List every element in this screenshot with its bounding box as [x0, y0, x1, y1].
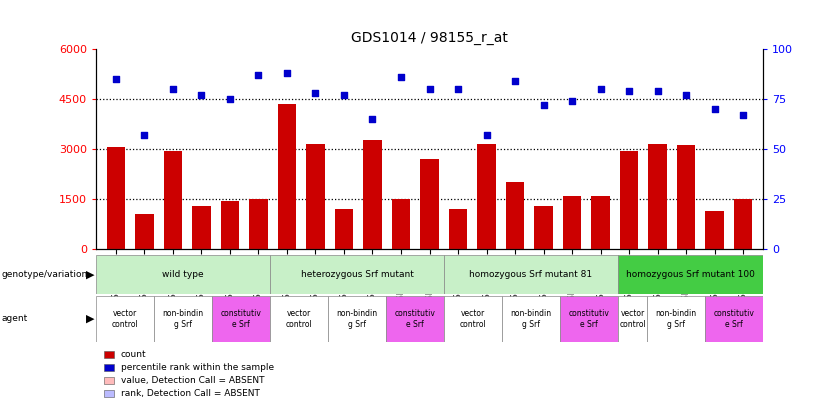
Text: vector
control: vector control: [285, 309, 313, 328]
Text: constitutiv
e Srf: constitutiv e Srf: [394, 309, 435, 328]
Text: wild type: wild type: [162, 270, 203, 279]
Bar: [648, 144, 667, 249]
Point: [651, 87, 665, 94]
Text: vector
control: vector control: [460, 309, 486, 328]
Bar: [677, 145, 696, 249]
Bar: [249, 199, 268, 249]
Text: rank, Detection Call = ABSENT: rank, Detection Call = ABSENT: [121, 389, 260, 398]
Bar: [192, 206, 211, 249]
Text: agent: agent: [2, 314, 28, 324]
Text: heterozygous Srf mutant: heterozygous Srf mutant: [300, 270, 414, 279]
Bar: [502, 296, 560, 342]
Point: [394, 73, 408, 80]
Text: count: count: [121, 350, 147, 359]
Point: [109, 75, 123, 82]
Bar: [328, 296, 386, 342]
Text: non-bindin
g Srf: non-bindin g Srf: [163, 309, 203, 328]
Bar: [705, 296, 763, 342]
Bar: [444, 296, 502, 342]
Bar: [270, 296, 328, 342]
Text: constitutiv
e Srf: constitutiv e Srf: [569, 309, 610, 328]
Title: GDS1014 / 98155_r_at: GDS1014 / 98155_r_at: [351, 31, 508, 45]
Point: [280, 69, 294, 76]
Point: [480, 132, 493, 138]
Bar: [270, 255, 444, 294]
Text: non-bindin
g Srf: non-bindin g Srf: [336, 309, 378, 328]
Bar: [618, 296, 647, 342]
Bar: [212, 296, 270, 342]
Text: vector
control: vector control: [619, 309, 646, 328]
Bar: [420, 159, 439, 249]
Bar: [96, 296, 154, 342]
Bar: [107, 147, 125, 249]
Bar: [591, 196, 610, 249]
Bar: [560, 296, 618, 342]
Bar: [392, 199, 410, 249]
Bar: [647, 296, 705, 342]
Point: [252, 71, 265, 78]
Point: [423, 85, 436, 92]
Bar: [535, 206, 553, 249]
Point: [509, 77, 522, 84]
Bar: [278, 104, 296, 249]
Point: [309, 90, 322, 96]
Bar: [505, 182, 525, 249]
Text: homozygous Srf mutant 100: homozygous Srf mutant 100: [626, 270, 755, 279]
Point: [594, 85, 607, 92]
Point: [622, 87, 636, 94]
Bar: [477, 144, 495, 249]
Text: homozygous Srf mutant 81: homozygous Srf mutant 81: [470, 270, 593, 279]
Text: value, Detection Call = ABSENT: value, Detection Call = ABSENT: [121, 376, 264, 385]
Point: [337, 92, 350, 98]
Point: [565, 98, 579, 104]
Text: genotype/variation: genotype/variation: [2, 270, 88, 279]
Bar: [706, 211, 724, 249]
Bar: [449, 209, 467, 249]
Point: [166, 85, 179, 92]
Point: [194, 92, 208, 98]
Text: non-bindin
g Srf: non-bindin g Srf: [656, 309, 696, 328]
Text: ▶: ▶: [86, 314, 94, 324]
Point: [224, 96, 237, 102]
Text: non-bindin
g Srf: non-bindin g Srf: [510, 309, 551, 328]
Text: constitutiv
e Srf: constitutiv e Srf: [220, 309, 261, 328]
Bar: [734, 199, 752, 249]
Bar: [620, 151, 638, 249]
Bar: [334, 209, 354, 249]
Bar: [96, 255, 270, 294]
Bar: [154, 296, 212, 342]
Bar: [618, 255, 763, 294]
Bar: [163, 151, 182, 249]
Text: constitutiv
e Srf: constitutiv e Srf: [714, 309, 755, 328]
Bar: [135, 214, 153, 249]
Bar: [221, 200, 239, 249]
Text: ▶: ▶: [86, 269, 94, 279]
Point: [537, 102, 550, 108]
Bar: [563, 196, 581, 249]
Bar: [386, 296, 444, 342]
Bar: [364, 141, 382, 249]
Point: [736, 111, 750, 118]
Bar: [444, 255, 618, 294]
Point: [138, 132, 151, 138]
Point: [451, 85, 465, 92]
Point: [708, 106, 721, 112]
Text: vector
control: vector control: [112, 309, 138, 328]
Text: percentile rank within the sample: percentile rank within the sample: [121, 363, 274, 372]
Point: [366, 115, 379, 122]
Point: [680, 92, 693, 98]
Bar: [306, 144, 324, 249]
